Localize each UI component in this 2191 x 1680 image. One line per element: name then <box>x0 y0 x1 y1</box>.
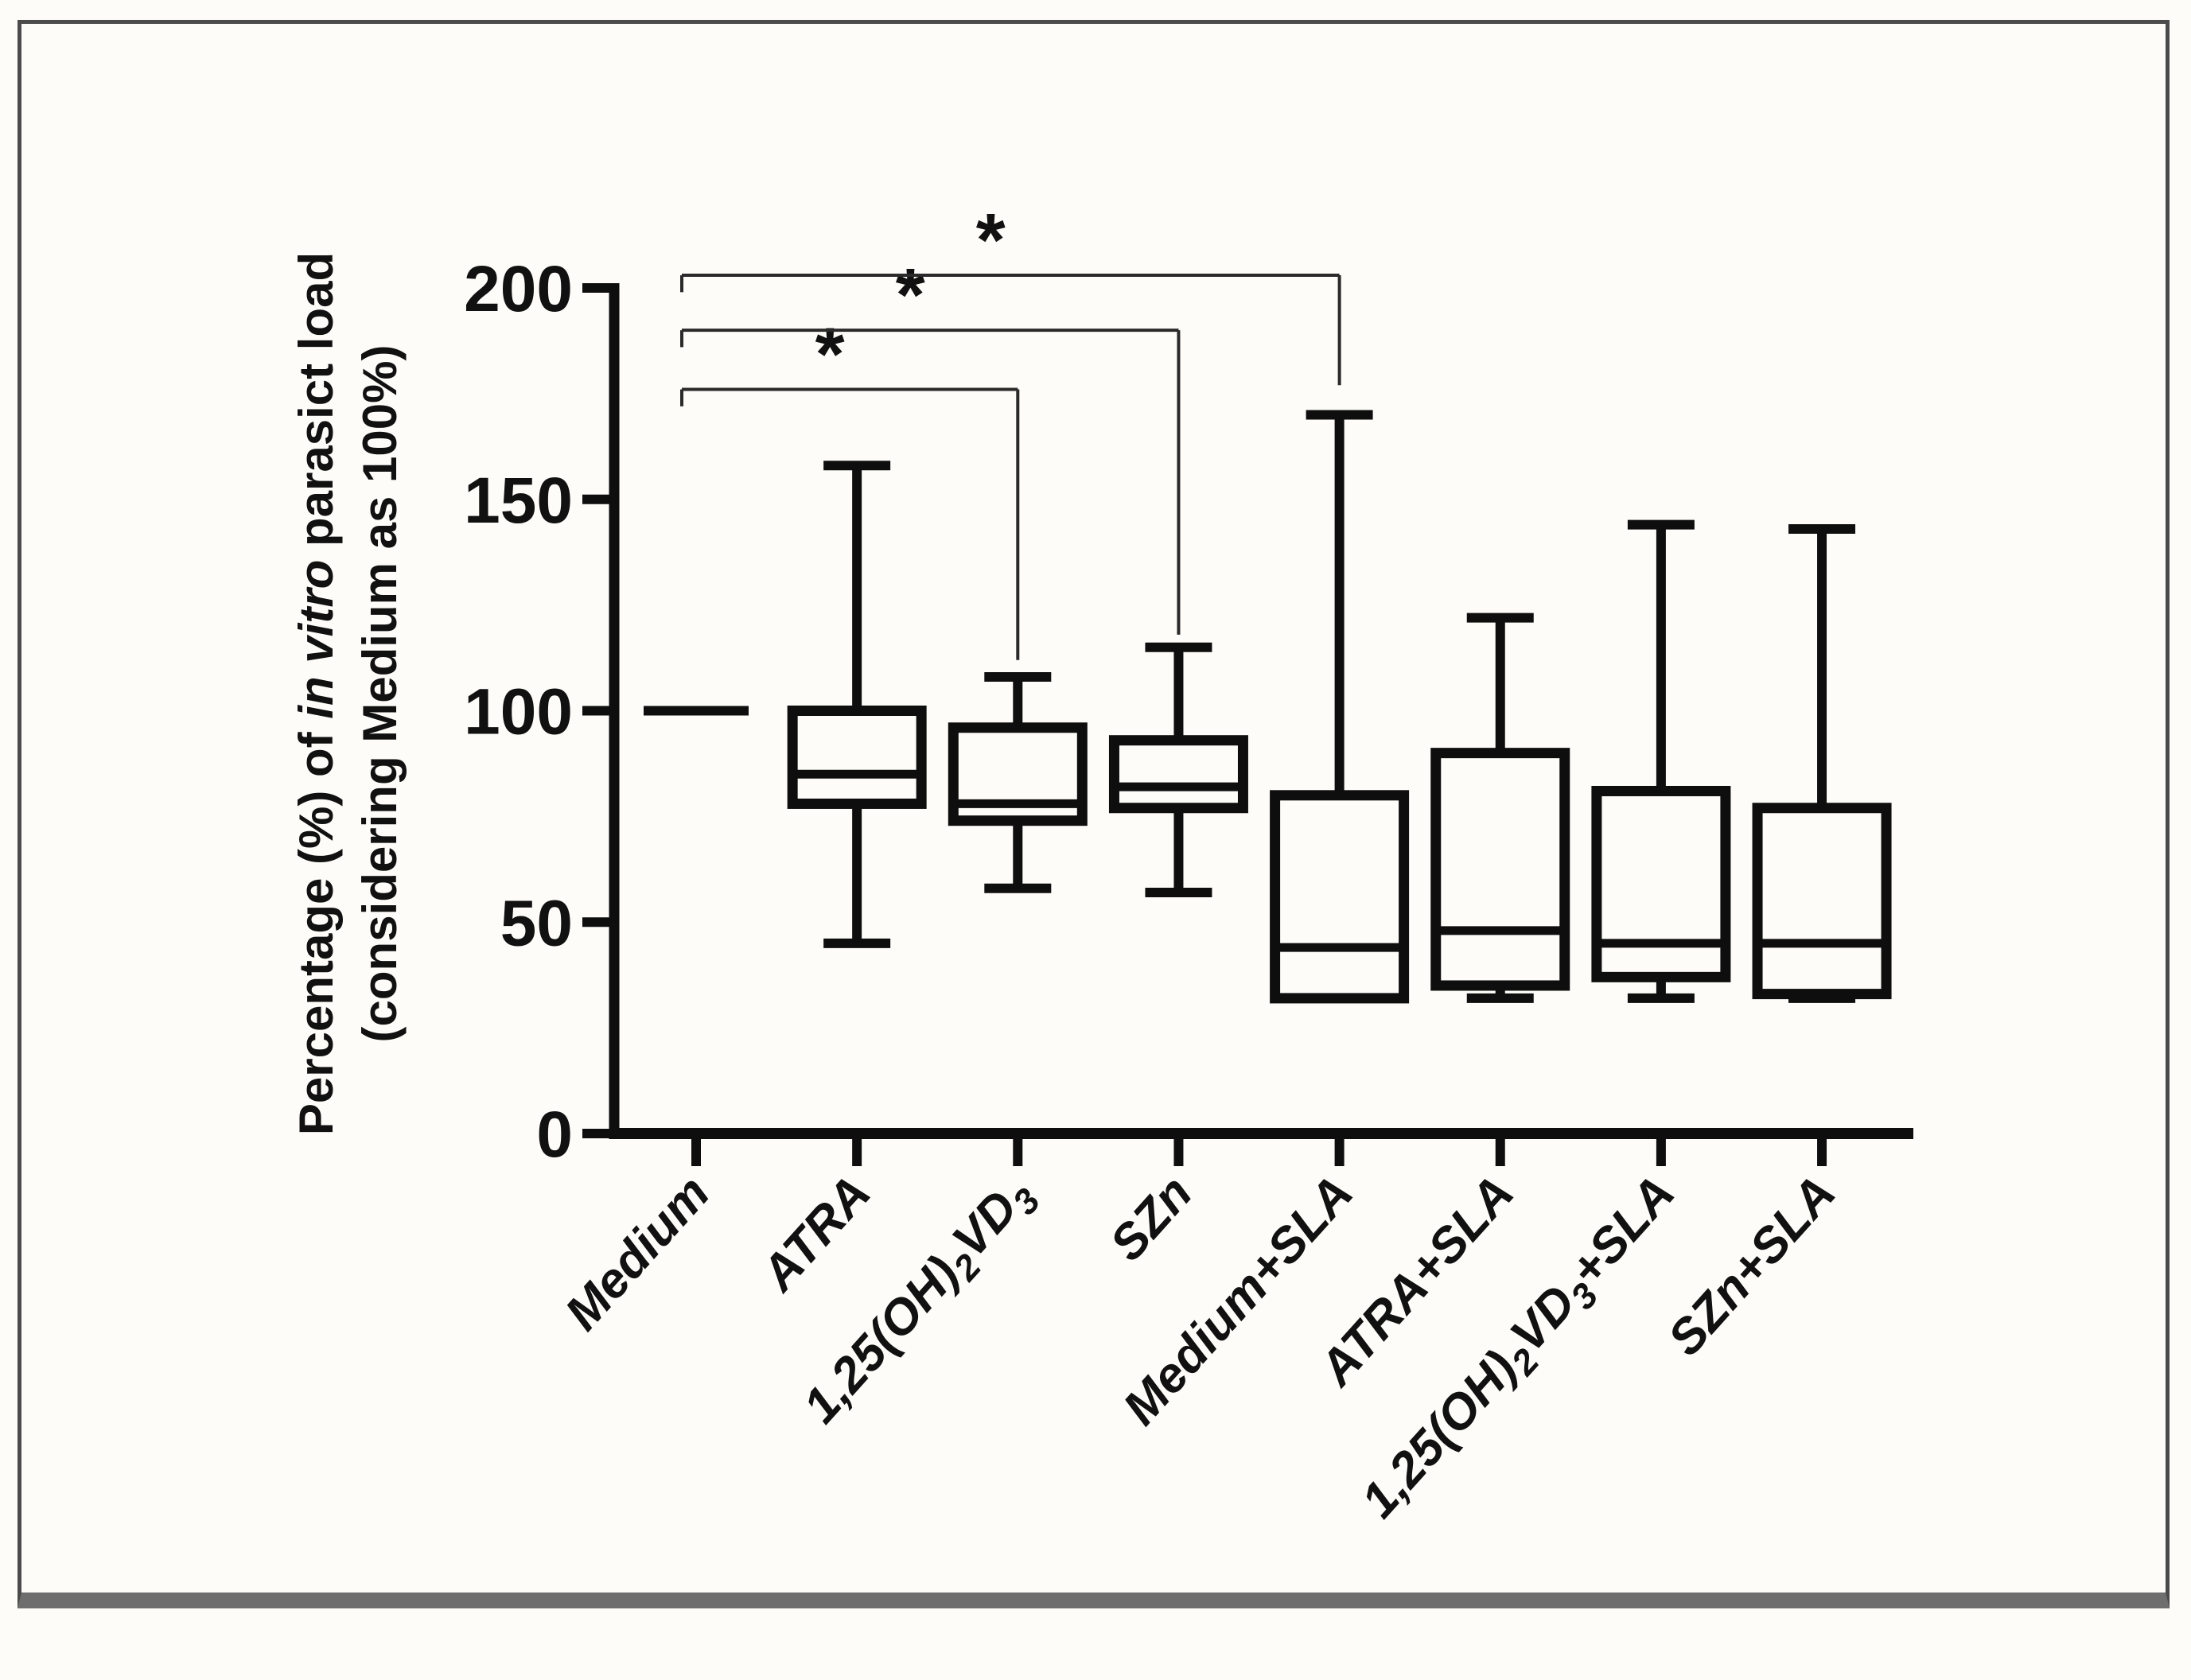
significance-asterisk: * <box>815 313 845 397</box>
box-atra-sla <box>1430 612 1570 1003</box>
y-tick-label: 200 <box>464 253 573 325</box>
y-tick-label: 150 <box>464 465 573 537</box>
iqr-box <box>1591 785 1731 982</box>
y-axis-label-line2: (considering Medium as 100%) <box>353 345 407 1043</box>
significance-bracket: * <box>680 253 1181 635</box>
x-tick-label-atra: ATRA <box>750 1165 881 1302</box>
iqr-box <box>1270 790 1410 1004</box>
y-axis-label: Percentage (%) of in vitro parasict load… <box>290 252 407 1135</box>
box-szn-sla <box>1752 523 1892 1003</box>
y-tick-label: 0 <box>536 1099 573 1171</box>
significance-asterisk: * <box>976 198 1006 282</box>
iqr-box <box>1752 803 1892 1000</box>
x-tick-label-szn: SZn <box>1099 1165 1203 1271</box>
x-tick-label-medium: Medium <box>555 1165 720 1340</box>
box-1-25-oh-2vd3-sla <box>1591 519 1731 1003</box>
x-tick-label-szn-sla: SZn+SLA <box>1658 1165 1847 1366</box>
y-tick-label: 50 <box>500 887 573 959</box>
box-1-25-oh-2vd3 <box>948 671 1088 893</box>
iqr-box <box>1108 735 1248 814</box>
x-tick-label-1-25-oh-2vd3-sla: 1,25(OH)2VD3+SLA <box>1351 1165 1691 1534</box>
iqr-box <box>1430 748 1570 991</box>
box-atra <box>787 461 927 948</box>
box-szn <box>1108 642 1248 898</box>
significance-brackets: * * * <box>680 198 1341 660</box>
y-axis-label-line1: Percentage (%) of in vitro parasict load <box>290 252 343 1135</box>
significance-asterisk: * <box>896 253 925 337</box>
iqr-box <box>787 706 927 809</box>
box-medium-sla <box>1270 410 1410 1004</box>
significance-bracket: * <box>680 198 1341 386</box>
axes: 0 50 100 150 200 <box>464 253 1913 1171</box>
significance-bracket: * <box>680 313 1020 660</box>
y-tick-label: 100 <box>464 676 573 749</box>
